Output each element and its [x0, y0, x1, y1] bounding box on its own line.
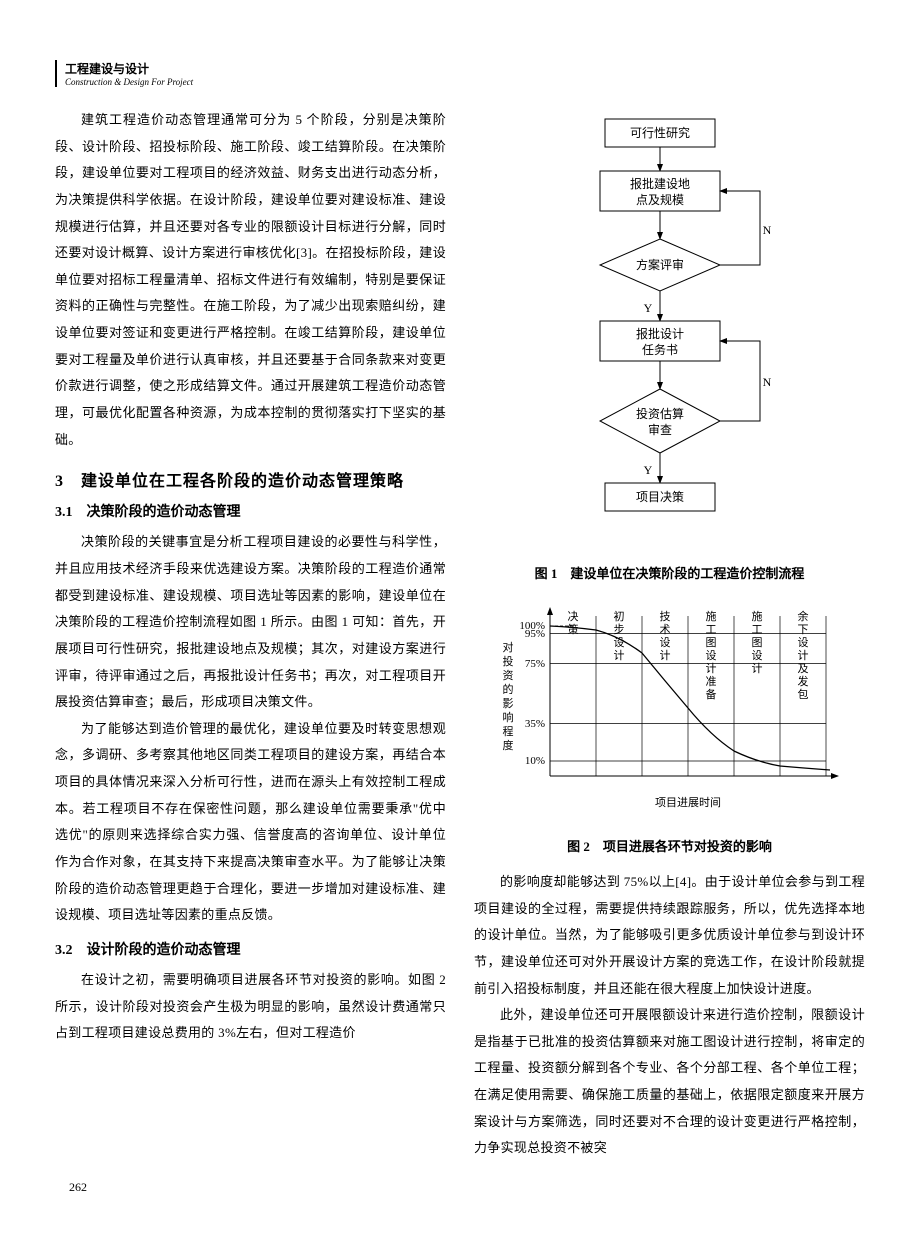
svg-text:资: 资 — [502, 669, 513, 682]
para-3-1-a: 决策阶段的关键事宜是分析工程项目建设的必要性与科学性，并且应用技术经济手段来优选… — [55, 529, 446, 715]
subsec-num: 3.2 — [55, 943, 73, 958]
svg-text:响: 响 — [502, 711, 513, 724]
two-column-layout: 建筑工程造价动态管理通常可分为 5 个阶段，分别是决策阶段、设计阶段、招投标阶段… — [55, 107, 865, 1162]
left-column: 建筑工程造价动态管理通常可分为 5 个阶段，分别是决策阶段、设计阶段、招投标阶段… — [55, 107, 446, 1162]
flow-box-3a: 报批设计 — [635, 326, 683, 341]
ytick-75: 75% — [524, 658, 544, 670]
svg-text:包: 包 — [797, 688, 808, 701]
flow-box-1: 可行性研究 — [629, 125, 689, 140]
svg-text:计: 计 — [613, 649, 624, 662]
sec-title: 建设单位在工程各阶段的造价动态管理策略 — [81, 473, 404, 490]
svg-text:计: 计 — [705, 662, 716, 675]
svg-text:策: 策 — [567, 622, 578, 636]
svg-text:对: 对 — [502, 640, 513, 654]
flow-diamond-2b: 审查 — [647, 422, 671, 437]
svg-text:步: 步 — [613, 623, 624, 636]
svg-text:初: 初 — [613, 609, 624, 623]
y-axis-label: 对投资的影响程度 — [502, 640, 513, 752]
flow-box-2a: 报批建设地 — [629, 176, 689, 191]
svg-text:设: 设 — [797, 636, 808, 649]
page-number: 262 — [69, 1180, 865, 1195]
svg-text:计: 计 — [751, 662, 762, 675]
flow-y-2: Y — [643, 463, 652, 477]
svg-text:设: 设 — [659, 636, 670, 649]
ytick-10: 10% — [524, 755, 544, 767]
svg-text:设: 设 — [751, 649, 762, 662]
svg-text:备: 备 — [705, 687, 716, 701]
svg-text:发: 发 — [797, 674, 808, 688]
flow-n-1: N — [762, 223, 771, 237]
svg-text:图: 图 — [751, 636, 762, 649]
right-para-2: 此外，建设单位还可开展限额设计来进行造价控制，限额设计是指基于已批准的投资估算额… — [474, 1002, 865, 1162]
svg-text:下: 下 — [797, 624, 808, 636]
sec-num: 3 — [55, 473, 64, 490]
right-column: 可行性研究 报批建设地 点及规模 方案评审 N Y 报批设计 任务书 投资估算 … — [474, 107, 865, 1162]
svg-text:决: 决 — [567, 610, 578, 623]
flow-diamond-2a: 投资估算 — [635, 406, 683, 421]
svg-text:程: 程 — [502, 725, 513, 738]
flow-y-1: Y — [643, 301, 652, 315]
flow-box-2b: 点及规模 — [635, 192, 683, 207]
svg-text:计: 计 — [797, 649, 808, 662]
svg-text:术: 术 — [659, 623, 670, 636]
svg-text:准: 准 — [705, 675, 716, 688]
para-3-2-a: 在设计之初，需要明确项目进展各环节对投资的影响。如图 2 所示，设计阶段对投资会… — [55, 967, 446, 1047]
subsec-title: 决策阶段的造价动态管理 — [87, 505, 241, 520]
svg-text:施: 施 — [751, 610, 762, 623]
figure-1-caption: 图 1 建设单位在决策阶段的工程造价控制流程 — [474, 563, 865, 582]
journal-header: 工程建设与设计 Construction & Design For Projec… — [55, 60, 865, 87]
ytick-95: 95% — [524, 628, 544, 640]
section-3-2-heading: 3.2 设计阶段的造价动态管理 — [55, 939, 446, 959]
flow-box-4: 项目决策 — [635, 490, 683, 504]
svg-text:技: 技 — [659, 610, 670, 623]
svg-text:及: 及 — [797, 663, 808, 675]
svg-text:投: 投 — [502, 654, 513, 668]
svg-text:影: 影 — [502, 697, 513, 710]
subsec-title: 设计阶段的造价动态管理 — [87, 943, 241, 958]
journal-name-cn: 工程建设与设计 — [65, 60, 865, 77]
figure-2-chart: 100% 95% 75% 35% 10% 决策初步设计技术设计施工图设计准备施工… — [490, 596, 850, 826]
flow-n-2: N — [762, 375, 771, 389]
svg-text:工: 工 — [705, 624, 716, 636]
flow-diamond-1: 方案评审 — [635, 257, 683, 272]
svg-text:图: 图 — [705, 636, 716, 649]
svg-text:设: 设 — [705, 649, 716, 662]
figure-2-caption: 图 2 项目进展各环节对投资的影响 — [474, 836, 865, 855]
svg-text:度: 度 — [502, 738, 513, 752]
section-3-1-heading: 3.1 决策阶段的造价动态管理 — [55, 501, 446, 521]
svg-text:余: 余 — [797, 609, 808, 623]
ytick-35: 35% — [524, 718, 544, 730]
subsec-num: 3.1 — [55, 505, 73, 520]
x-axis-label: 项目进展时间 — [655, 796, 721, 809]
figure-1-flowchart: 可行性研究 报批建设地 点及规模 方案评审 N Y 报批设计 任务书 投资估算 … — [520, 113, 820, 553]
right-para-1: 的影响度却能够达到 75%以上[4]。由于设计单位会参与到工程项目建设的全过程，… — [474, 869, 865, 1002]
svg-text:的: 的 — [502, 682, 513, 696]
svg-text:工: 工 — [751, 624, 762, 636]
flow-box-3b: 任务书 — [641, 342, 677, 357]
journal-name-en: Construction & Design For Project — [65, 77, 865, 87]
section-3-heading: 3 建设单位在工程各阶段的造价动态管理策略 — [55, 467, 446, 491]
svg-text:施: 施 — [705, 610, 716, 623]
svg-text:设: 设 — [613, 636, 624, 649]
svg-text:计: 计 — [659, 649, 670, 662]
para-3-1-b: 为了能够达到造价管理的最优化，建设单位要及时转变思想观念，多调研、多考察其他地区… — [55, 716, 446, 929]
intro-para: 建筑工程造价动态管理通常可分为 5 个阶段，分别是决策阶段、设计阶段、招投标阶段… — [55, 107, 446, 453]
